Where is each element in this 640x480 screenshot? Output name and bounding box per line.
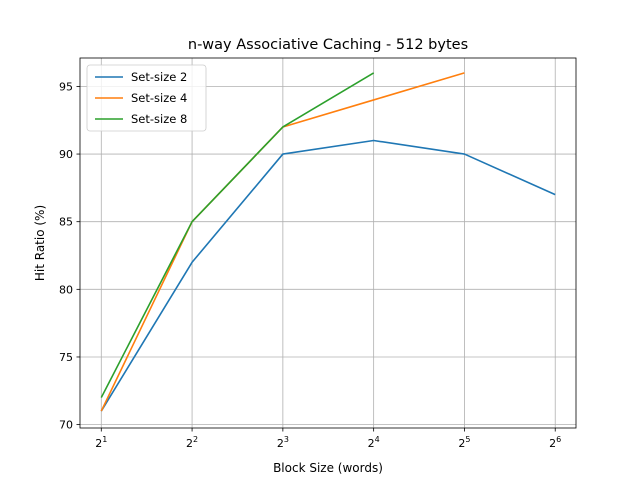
x-tick-label: 23 [277,435,289,450]
y-axis-label: Hit Ratio (%) [33,205,47,281]
y-tick-label: 75 [59,351,73,364]
y-tick-label: 70 [59,419,73,432]
legend-label: Set-size 4 [131,91,187,105]
y-tick-label: 80 [59,283,73,296]
plot-frame [79,57,577,429]
legend-label: Set-size 2 [131,70,187,84]
series-lines [100,72,556,412]
legend-box [86,64,207,132]
chart-title: n-way Associative Caching - 512 bytes [188,37,468,53]
legend-label: Set-size 8 [131,112,187,126]
x-axis-label: Block Size (words) [273,461,383,475]
y-tick-label: 95 [59,80,73,93]
series-line-3 [100,72,375,398]
y-tick-label: 85 [59,216,73,229]
x-tick-label: 24 [368,435,380,450]
x-tick-label: 22 [186,435,198,450]
x-tick-label: 25 [458,435,470,450]
axis-ticks: 21 22 23 24 25 26 70 75 80 85 90 95 [59,80,561,450]
x-tick-label: 26 [549,435,561,450]
legend: Set-size 2 Set-size 4 Set-size 8 [86,64,207,132]
x-tick-label: 21 [95,435,107,450]
series-line-1 [100,139,556,412]
y-tick-label: 90 [59,148,73,161]
